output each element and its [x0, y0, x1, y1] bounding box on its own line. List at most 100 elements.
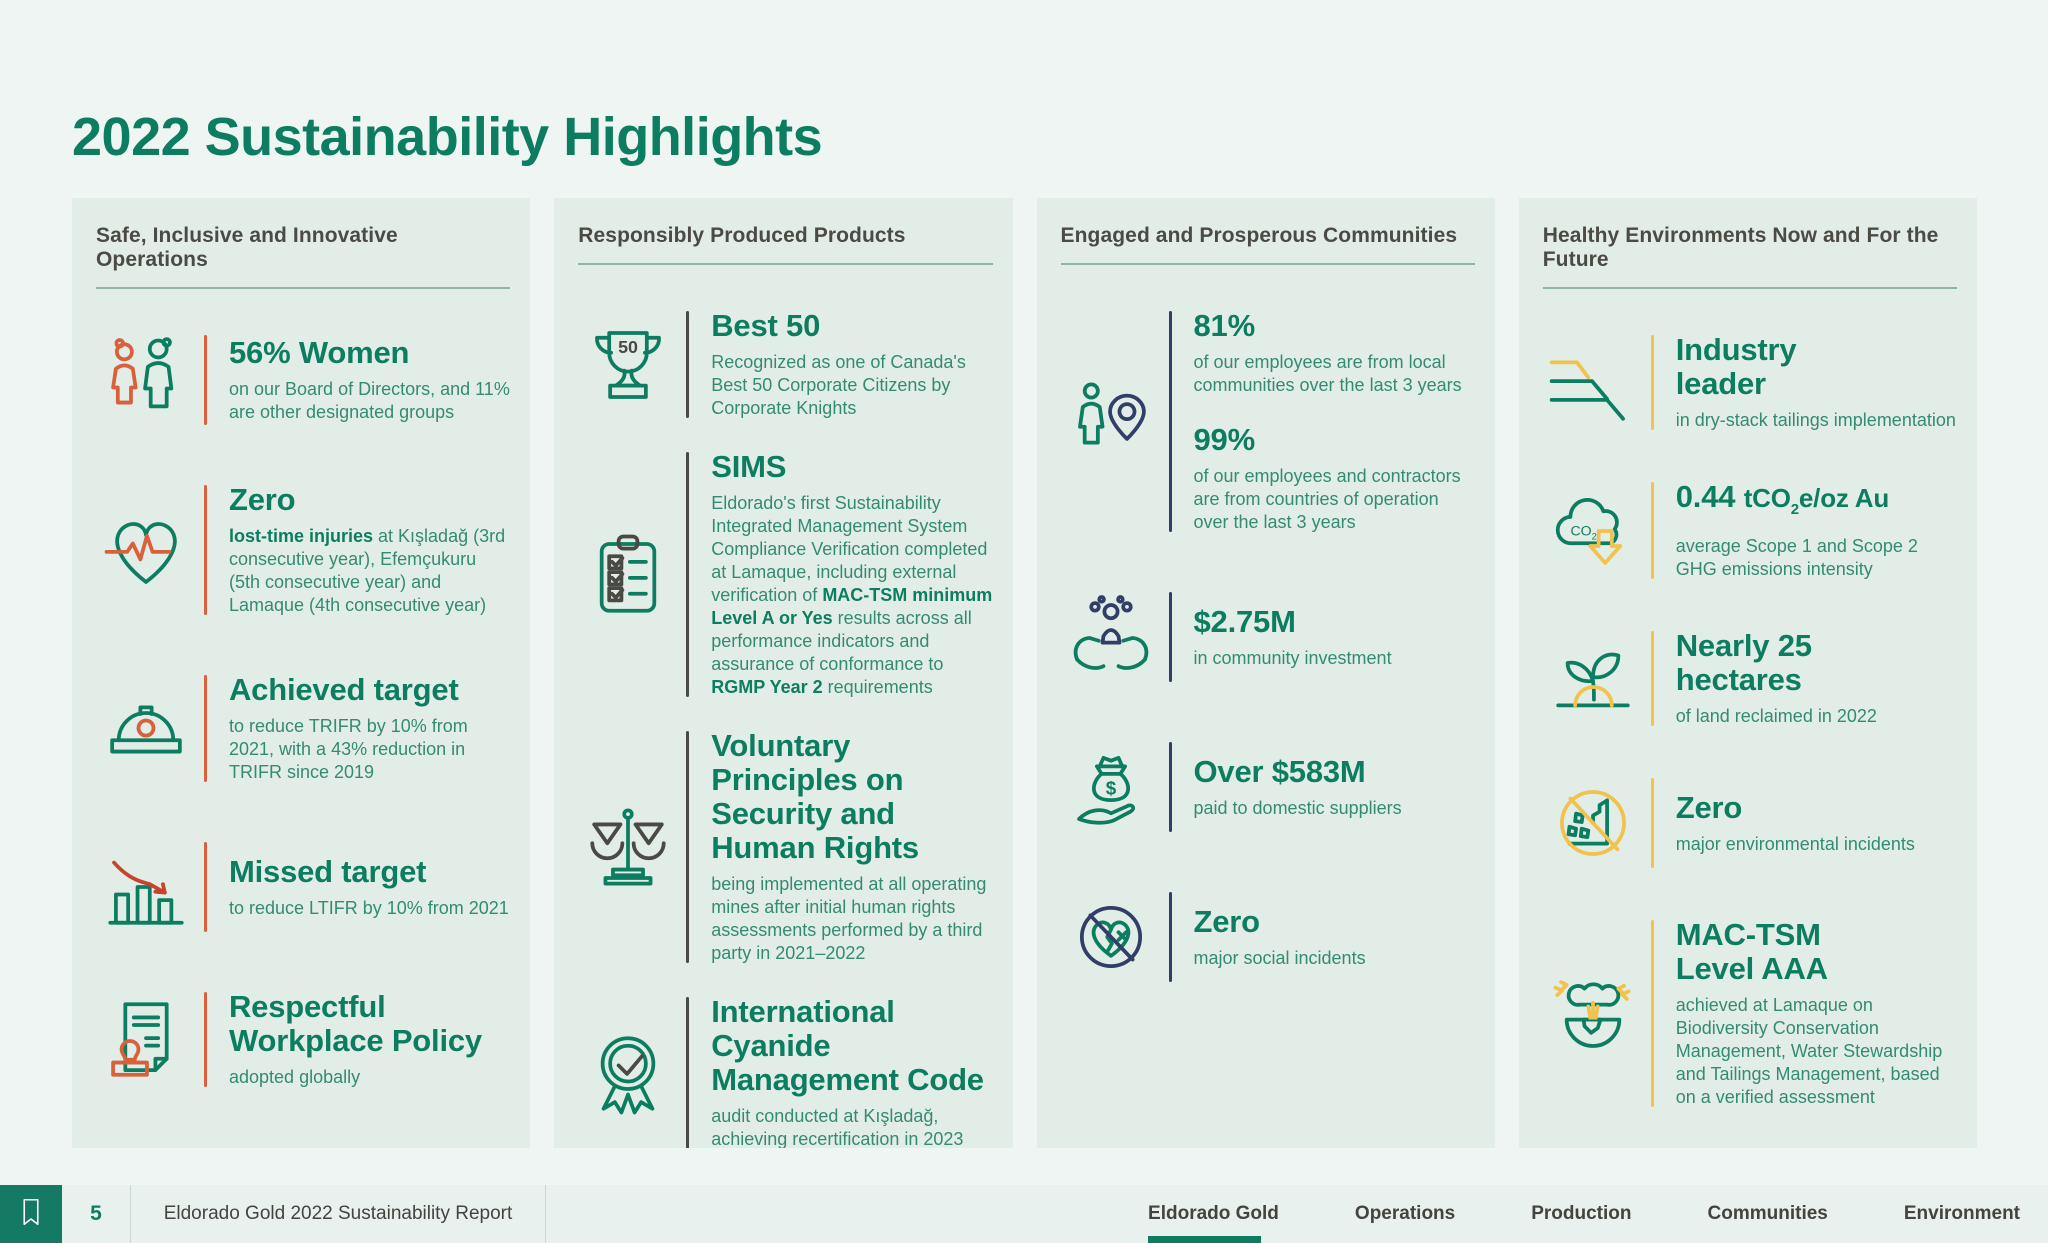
stat-headline: Nearly 25 hectares: [1675, 628, 1812, 698]
card-header: Responsibly Produced Products: [578, 224, 906, 247]
stat-block: Zero lost-time injuries at Kışladağ (3rd …: [229, 483, 510, 617]
two-people-icon: [96, 333, 196, 427]
stat-body: Eldorado's first Sustainability Integrat…: [711, 493, 993, 697]
stat-headline: 99%: [1193, 422, 1256, 457]
stat-block: Nearly 25 hectares of land reclaimed in 20…: [1676, 629, 1957, 728]
page-number: 5: [90, 1202, 102, 1225]
footer-nav-label: Production: [1531, 1203, 1632, 1224]
highlight-item: SIMS Eldorado's first Sustainability Inte…: [578, 450, 992, 699]
footer-nav-item-environment[interactable]: Environment: [1904, 1185, 2020, 1243]
no-broken-heart-icon: [1061, 890, 1161, 984]
highlight-item: Zero lost-time injuries at Kışladağ (3rd …: [96, 483, 510, 617]
stat-block: Respectful Workplace Policy adopted global…: [229, 990, 510, 1089]
card-header: Safe, Inclusive and Innovative Operation…: [96, 224, 398, 271]
item-accent-divider: [1650, 335, 1654, 430]
heart-pulse-icon: [96, 503, 196, 597]
card-header-rule: [1542, 287, 1957, 289]
footer-divider-left: [130, 1185, 131, 1243]
highlight-item: $ Over $583M paid to domestic suppliers: [1061, 740, 1475, 834]
seedling-icon: [1543, 632, 1643, 726]
trophy-50-icon: 50: [578, 318, 678, 412]
dry-stack-slope-icon: [1543, 336, 1643, 430]
stat-headline: SIMS: [711, 449, 787, 484]
stat-headline: Voluntary Principles on Security and Human …: [711, 728, 919, 865]
highlight-card: Safe, Inclusive and Innovative Operation…: [72, 198, 531, 1148]
stat-body: to reduce TRIFR by 10% from 2021, with a…: [229, 716, 468, 782]
scales-icon: [578, 800, 678, 894]
highlight-item: CO2 0.44 tCO2e/oz Au average Scope 1 and …: [1543, 480, 1957, 581]
stat-block: International Cyanide Management Code audit…: [711, 995, 992, 1149]
stat-block: Zero major environmental incidents: [1675, 789, 1957, 856]
stat-block: Best 50 Recognized as one of Canada's Bes…: [711, 309, 992, 420]
footer-nav-label: Communities: [1707, 1203, 1828, 1224]
footer-nav-item-communities[interactable]: Communities: [1708, 1185, 1828, 1243]
stat-body: in dry-stack tailings implementation: [1675, 410, 1956, 430]
footer-nav-label: Operations: [1354, 1203, 1456, 1224]
stat-block: Achieved target to reduce TRIFR by 10% fr…: [229, 673, 510, 784]
stat-headline: Zero: [1675, 789, 1743, 825]
bookmark-button[interactable]: [0, 1185, 62, 1243]
highlight-item: Zero major social incidents: [1061, 890, 1475, 984]
highlight-item: $2.75M in community investment: [1061, 590, 1475, 684]
stat-block: Voluntary Principles on Security and Human …: [711, 729, 992, 965]
stat-block: 56% Women on our Board of Directors, and …: [229, 336, 510, 424]
card-header: Healthy Environments Now and For the Fut…: [1542, 224, 1939, 271]
item-accent-divider: [1650, 631, 1654, 727]
active-nav-indicator: [1148, 1236, 1261, 1243]
stat-headline: MAC-TSM Level AAA: [1675, 917, 1828, 987]
card-header-rule: [1060, 263, 1475, 265]
stat-body: major social incidents: [1193, 947, 1366, 968]
stat-body: major environmental incidents: [1675, 833, 1915, 854]
stat-body: achieved at Lamaque on Biodiversity Cons…: [1675, 995, 1943, 1108]
highlight-card: Healthy Environments Now and For the Fut…: [1518, 198, 1977, 1148]
item-accent-divider: [204, 842, 207, 932]
highlight-item: Nearly 25 hectares of land reclaimed in 20…: [1543, 629, 1957, 728]
item-accent-divider: [204, 675, 207, 782]
stat-block: $2.75M in community investment: [1193, 603, 1475, 670]
highlight-item: Zero major environmental incidents: [1543, 776, 1957, 870]
card-header: Engaged and Prosperous Communities: [1060, 224, 1458, 247]
no-rockslide-icon: [1543, 776, 1643, 870]
stat-headline: $2.75M: [1193, 603, 1296, 639]
stat-body: of land reclaimed in 2022: [1675, 706, 1877, 727]
stat-headline: 81%: [1193, 308, 1256, 343]
highlight-item: Voluntary Principles on Security and Human …: [578, 729, 992, 965]
co2-cloud-icon: CO2: [1543, 484, 1643, 578]
card-header-rule: [96, 287, 511, 289]
footer-nav-item-operations[interactable]: Operations: [1355, 1185, 1455, 1243]
footer-nav-item-production[interactable]: Production: [1531, 1185, 1631, 1243]
declining-bar-chart-icon: [96, 840, 196, 934]
footer: 5 Eldorado Gold 2022 Sustainability Repo…: [0, 1185, 2048, 1243]
item-accent-divider: [204, 335, 207, 425]
stat-block: Industry leader in dry-stack tailings impl…: [1676, 333, 1957, 432]
stat-body: on our Board of Directors, and 11% are o…: [229, 379, 510, 422]
stat-block: Over $583M paid to domestic suppliers: [1193, 753, 1475, 820]
stat-block: 0.44 tCO2e/oz Au average Scope 1 and Scop…: [1676, 480, 1957, 581]
item-accent-divider: [204, 992, 207, 1087]
stat-headline: Achieved target: [229, 672, 459, 707]
bookmark-icon: [18, 1196, 44, 1233]
page-title: 2022 Sustainability Highlights: [72, 107, 823, 167]
highlight-item: 56% Women on our Board of Directors, and …: [96, 333, 510, 427]
stat-headline: Missed target: [229, 853, 427, 889]
highlights-columns: Safe, Inclusive and Innovative Operation…: [72, 198, 1977, 1148]
footer-nav-label: Eldorado Gold: [1148, 1203, 1279, 1224]
stat-headline: Best 50: [711, 308, 821, 343]
stat-block: Missed target to reduce LTIFR by 10% from…: [229, 853, 510, 920]
document-stamp-icon: [96, 993, 196, 1087]
highlight-item: International Cyanide Management Code audit…: [578, 995, 992, 1148]
highlight-item: Missed target to reduce LTIFR by 10% from…: [96, 840, 510, 934]
highlight-card: Responsibly Produced Products 50 Best 50 R…: [554, 198, 1013, 1148]
highlight-item: Respectful Workplace Policy adopted global…: [96, 990, 510, 1089]
stat-body: of our employees and contractors are fro…: [1193, 466, 1461, 532]
item-accent-divider: [1650, 482, 1654, 580]
stat-headline: Over $583M: [1193, 753, 1366, 789]
svg-text:50: 50: [618, 336, 638, 356]
stat-headline: Zero: [229, 482, 296, 517]
report-title: Eldorado Gold 2022 Sustainability Report: [163, 1203, 513, 1224]
footer-nav-item-eldorado-gold[interactable]: Eldorado Gold: [1148, 1185, 1279, 1243]
clipboard-checklist-icon: [578, 528, 678, 622]
stat-body: to reduce LTIFR by 10% from 2021: [229, 897, 509, 918]
card-header-rule: [578, 263, 993, 265]
